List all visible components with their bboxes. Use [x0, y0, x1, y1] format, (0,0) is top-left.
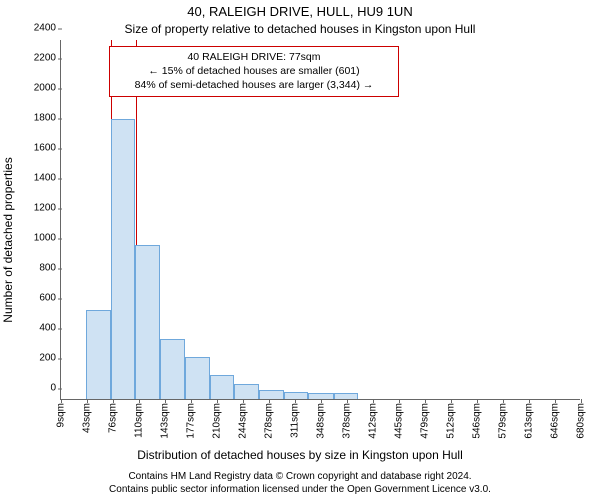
y-tick: 1600	[34, 143, 61, 154]
x-tick-label: 445sqm	[394, 403, 405, 439]
x-tick-label: 177sqm	[186, 403, 197, 439]
histogram-bar	[334, 393, 359, 399]
histogram-bar	[86, 310, 111, 399]
y-tick: 1800	[34, 113, 61, 124]
x-tick-label: 9sqm	[56, 403, 67, 427]
y-tick: 1200	[34, 203, 61, 214]
page-title: 40, RALEIGH DRIVE, HULL, HU9 1UN	[0, 4, 600, 19]
x-tick-label: 110sqm	[134, 403, 145, 438]
x-tick-label: 278sqm	[264, 403, 275, 439]
x-tick-label: 143sqm	[160, 403, 171, 439]
y-tick: 2400	[34, 23, 61, 34]
plot-inner: 0200400600800100012001400160018002000220…	[61, 40, 580, 399]
footer: Contains HM Land Registry data © Crown c…	[0, 471, 600, 496]
footer-line-1: Contains HM Land Registry data © Crown c…	[0, 471, 600, 484]
x-tick-label: 646sqm	[550, 403, 561, 439]
histogram-plot: 0200400600800100012001400160018002000220…	[60, 40, 580, 400]
y-tick: 800	[39, 263, 61, 274]
annotation-line-2: ← 15% of detached houses are smaller (60…	[116, 64, 392, 78]
y-axis-label: Number of detached properties	[1, 157, 15, 322]
x-tick-label: 311sqm	[290, 403, 301, 438]
histogram-bar	[234, 384, 259, 399]
x-tick-label: 546sqm	[472, 403, 483, 439]
x-tick-label: 579sqm	[498, 403, 509, 439]
annotation-line-3: 84% of semi-detached houses are larger (…	[116, 78, 392, 92]
annotation-box: 40 RALEIGH DRIVE: 77sqm← 15% of detached…	[109, 46, 399, 97]
x-tick-label: 512sqm	[446, 403, 457, 439]
y-tick: 0	[50, 383, 61, 394]
x-tick-label: 244sqm	[238, 403, 249, 439]
y-tick: 2000	[34, 83, 61, 94]
x-axis-label: Distribution of detached houses by size …	[0, 448, 600, 462]
histogram-bar	[185, 357, 210, 399]
page-subtitle: Size of property relative to detached ho…	[0, 22, 600, 36]
footer-line-2: Contains public sector information licen…	[0, 484, 600, 497]
y-tick: 400	[39, 323, 61, 334]
histogram-bar	[210, 375, 235, 399]
y-tick: 200	[39, 353, 61, 364]
x-tick-label: 76sqm	[108, 403, 119, 433]
y-tick: 1000	[34, 233, 61, 244]
histogram-bar	[259, 390, 284, 399]
x-tick-label: 43sqm	[82, 403, 93, 433]
histogram-bar	[284, 392, 309, 400]
x-tick-label: 348sqm	[316, 403, 327, 439]
x-tick-label: 210sqm	[212, 403, 223, 439]
y-tick: 1400	[34, 173, 61, 184]
x-tick-label: 680sqm	[576, 403, 587, 439]
annotation-line-1: 40 RALEIGH DRIVE: 77sqm	[116, 50, 392, 64]
y-tick: 600	[39, 293, 61, 304]
x-tick-label: 412sqm	[368, 403, 379, 439]
y-tick: 2200	[34, 53, 61, 64]
histogram-bar	[111, 119, 136, 400]
x-tick-label: 613sqm	[524, 403, 535, 439]
x-tick-label: 378sqm	[342, 403, 353, 439]
histogram-bar	[135, 245, 160, 400]
histogram-bar	[308, 393, 333, 399]
histogram-bar	[160, 339, 185, 399]
x-tick-label: 479sqm	[420, 403, 431, 439]
